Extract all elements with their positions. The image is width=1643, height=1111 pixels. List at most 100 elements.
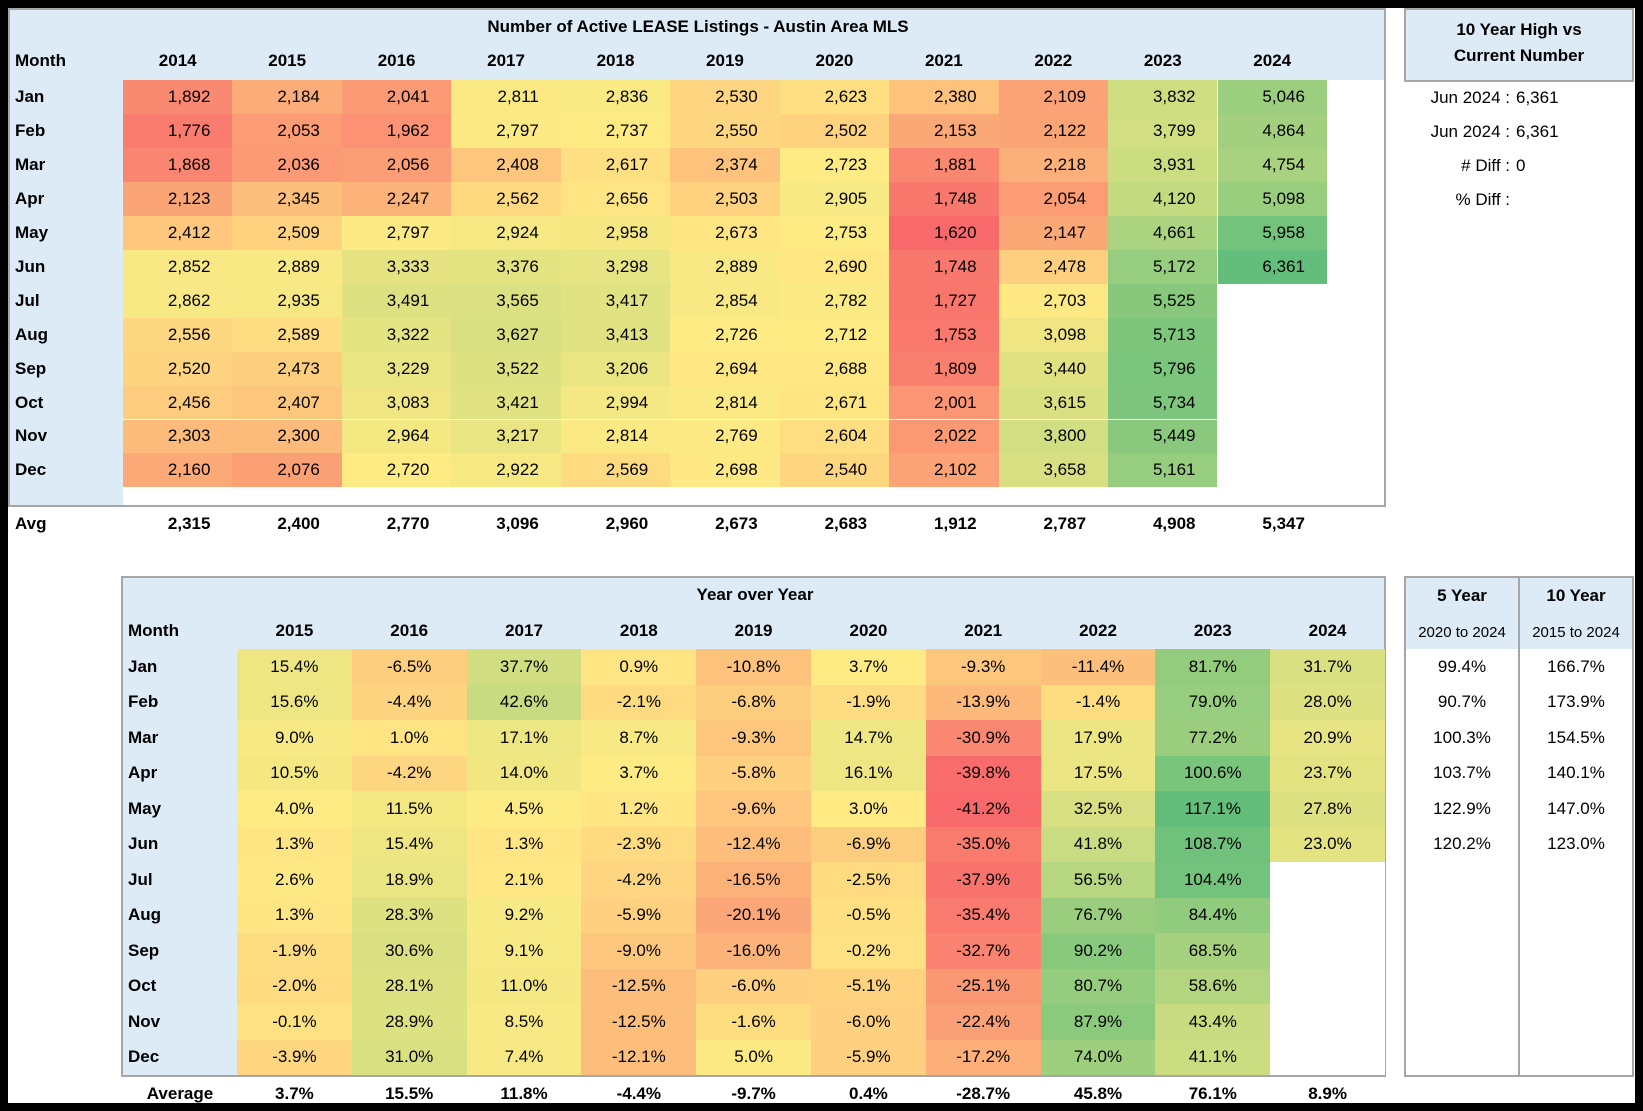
yoy-pct-cell: 31.0% — [351, 1039, 467, 1075]
yoy-pct-cell: -4.2% — [581, 862, 697, 898]
yoy-pct-cell: 17.1% — [466, 720, 582, 756]
yoy-pct-cell: -35.4% — [925, 897, 1041, 933]
listing-count-cell: 3,229 — [341, 351, 452, 386]
yoy-pct-cell: 1.0% — [351, 720, 467, 756]
listing-count-cell: 3,376 — [451, 249, 561, 284]
listing-count-cell: 2,671 — [779, 385, 890, 420]
listing-count-cell: 2,604 — [779, 419, 890, 454]
high-vs-current-label: Jun 2024 : — [1430, 88, 1510, 107]
listing-count-cell: 4,120 — [1108, 181, 1218, 216]
listing-count-cell: 2,001 — [889, 385, 999, 420]
yoy-avg-cell: -4.4% — [616, 1084, 661, 1103]
listing-count-cell: 3,491 — [341, 283, 452, 318]
yoy-pct-cell: -9.3% — [925, 649, 1041, 685]
yoy-pct-cell: 37.7% — [466, 649, 582, 685]
listing-count-cell: 3,565 — [451, 283, 561, 318]
listing-count-cell: 2,540 — [779, 453, 890, 488]
yoy-table — [121, 576, 1386, 1077]
yoy-pct-cell: 104.4% — [1155, 862, 1271, 898]
ten-year-value: 140.1% — [1547, 763, 1605, 783]
yoy-pct-cell: -6.0% — [696, 968, 811, 1004]
listing-count-cell: 2,726 — [670, 317, 780, 352]
month-label: Sep — [15, 358, 47, 378]
month-label: Feb — [15, 120, 46, 140]
yoy-pct-cell: 10.5% — [237, 755, 352, 791]
yoy-pct-cell: -39.8% — [925, 755, 1041, 791]
listing-count-cell: 3,658 — [998, 453, 1109, 488]
high-vs-current-value: 6,361 — [1516, 122, 1559, 141]
listing-count-cell: 5,958 — [1217, 215, 1327, 250]
yoy-pct-cell: -5.8% — [696, 755, 811, 791]
yoy-pct-cell: -30.9% — [925, 720, 1041, 756]
yoy-pct-cell: 1.2% — [581, 791, 697, 827]
listing-count-cell: 2,041 — [341, 80, 452, 114]
yoy-avg-cell: 3.7% — [275, 1084, 314, 1103]
listing-count-cell: 1,809 — [889, 351, 999, 386]
listing-count-cell: 2,964 — [341, 419, 452, 454]
yoy-avg-cell: 8.9% — [1308, 1084, 1347, 1103]
listing-count-cell: 2,694 — [670, 351, 780, 386]
five-year-title: 5 Year — [1437, 586, 1487, 605]
listing-count-cell: 1,962 — [341, 113, 452, 148]
year-header: 2016 — [377, 51, 416, 70]
ten-year-header — [1520, 578, 1632, 649]
listing-count-cell: 2,153 — [889, 113, 999, 148]
yoy-year-header: 2022 — [1079, 621, 1117, 640]
yoy-pct-cell: 1.3% — [237, 826, 352, 862]
listing-count-cell: 5,161 — [1108, 453, 1218, 488]
listing-count-cell: 1,727 — [889, 283, 999, 318]
yoy-pct-cell: 80.7% — [1040, 968, 1156, 1004]
listing-count-cell: 2,123 — [123, 181, 233, 216]
yoy-pct-cell: 15.4% — [351, 826, 467, 862]
listing-count-cell: 1,748 — [889, 249, 999, 284]
yoy-pct-cell — [1270, 897, 1385, 933]
yoy-pct-cell: -22.4% — [925, 1004, 1041, 1040]
year-header: 2017 — [487, 51, 525, 70]
yoy-year-header: 2015 — [275, 621, 314, 640]
yoy-month-label: Feb — [128, 692, 159, 712]
listing-count-cell: 2,550 — [670, 113, 780, 148]
yoy-avg-cell: 15.5% — [385, 1084, 434, 1103]
yoy-pct-cell: -41.2% — [925, 791, 1041, 827]
yoy-pct-cell: 58.6% — [1155, 968, 1271, 1004]
year-header: 2014 — [158, 51, 197, 70]
yoy-month-label: Aug — [128, 905, 162, 925]
listing-count-cell: 2,852 — [123, 249, 233, 284]
listing-count-cell: 2,053 — [232, 113, 342, 148]
listing-count-cell: 3,206 — [560, 351, 671, 386]
listing-count-cell: 2,698 — [670, 453, 780, 488]
yoy-avg-cell: -9.7% — [731, 1084, 776, 1103]
yoy-pct-cell: 43.4% — [1155, 1004, 1271, 1040]
listing-count-cell: 2,036 — [232, 147, 342, 182]
listing-count-cell: 2,723 — [779, 147, 890, 182]
listing-count-cell: 2,147 — [998, 215, 1109, 250]
yoy-pct-cell: 100.6% — [1155, 755, 1271, 791]
yoy-pct-cell: 74.0% — [1040, 1039, 1156, 1075]
yoy-pct-cell: -0.1% — [237, 1004, 352, 1040]
listings-header-band — [10, 10, 1384, 80]
avg-cell: 2,960 — [605, 513, 649, 533]
yoy-pct-cell: 17.9% — [1040, 720, 1156, 756]
listing-count-cell: 2,520 — [123, 351, 233, 386]
yoy-pct-cell: -12.5% — [581, 1004, 697, 1040]
yoy-pct-cell: 77.2% — [1155, 720, 1271, 756]
yoy-pct-cell — [1270, 968, 1385, 1004]
listing-count-cell: 3,627 — [451, 317, 561, 352]
listing-count-cell: 2,924 — [451, 215, 561, 250]
yoy-pct-cell: -6.8% — [696, 684, 811, 720]
yoy-pct-cell: -4.2% — [351, 755, 467, 791]
month-label: Oct — [15, 392, 44, 412]
listing-count-cell: 2,562 — [451, 181, 561, 216]
avg-cell: 2,315 — [167, 513, 211, 533]
yoy-pct-cell: 81.7% — [1155, 649, 1271, 685]
ten-year-value: 123.0% — [1547, 834, 1605, 854]
listing-count-cell: 3,522 — [451, 351, 561, 386]
yoy-year-header: 2019 — [734, 621, 773, 640]
listing-count-cell: 2,994 — [560, 385, 671, 420]
yoy-pct-cell: -1.9% — [237, 933, 352, 969]
listing-count-cell: 2,374 — [670, 147, 780, 182]
yoy-pct-cell: -2.1% — [581, 684, 697, 720]
listing-count-cell: 2,854 — [670, 283, 780, 318]
yoy-avg-cell: -28.7% — [956, 1084, 1011, 1103]
listing-count-cell: 2,690 — [779, 249, 890, 284]
